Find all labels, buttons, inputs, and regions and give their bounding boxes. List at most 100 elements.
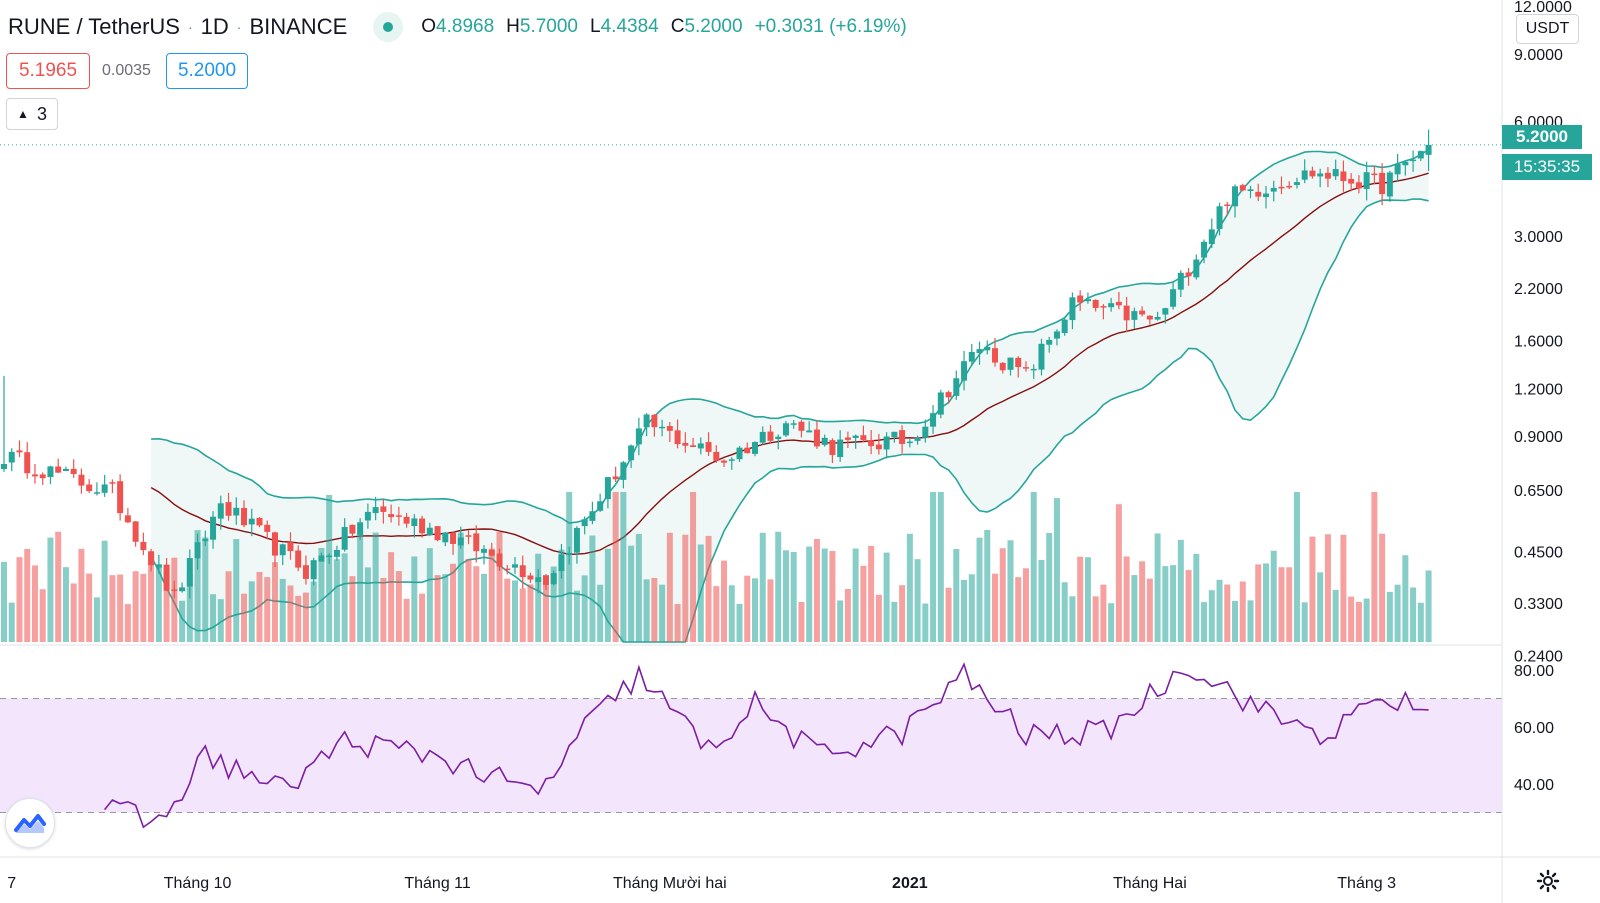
candle [202, 530, 209, 546]
volume-bar [759, 532, 766, 642]
volume-bar [674, 603, 681, 642]
volume-bar [124, 604, 131, 642]
volume-bar [194, 530, 201, 642]
price-scale-label: 12.0000 [1514, 0, 1572, 16]
sell-button[interactable]: 5.1965 [6, 53, 90, 89]
candle [186, 549, 193, 599]
candle [1232, 184, 1239, 218]
volume-bar [1131, 575, 1138, 642]
legend-separator: · [236, 19, 242, 35]
legend-separator: · [187, 19, 193, 35]
volume-bar [302, 592, 309, 642]
volume-bar [744, 575, 751, 642]
volume-bar [395, 571, 402, 642]
symbol-name[interactable]: RUNE / TetherUS [8, 14, 180, 39]
candle [1324, 167, 1331, 188]
volume-bar [713, 586, 720, 642]
volume-bar [914, 559, 921, 642]
volume-bar [504, 578, 511, 642]
candle [635, 417, 642, 456]
currency-unit-button[interactable]: USDT [1516, 14, 1579, 44]
open-value: 4.8968 [436, 16, 495, 37]
volume-bar [148, 552, 155, 642]
volume-bar [372, 532, 379, 642]
candle [225, 492, 232, 521]
candle [1286, 181, 1293, 190]
candle [953, 370, 960, 400]
volume-bar [426, 548, 433, 642]
candle [364, 503, 371, 529]
candle [1108, 297, 1115, 312]
volume-bar [519, 588, 526, 642]
close-label: C [670, 16, 685, 37]
volume-bar [1123, 556, 1130, 642]
candle [1, 375, 7, 472]
volume-bar [1185, 570, 1192, 642]
candle [1262, 186, 1269, 209]
gear-icon[interactable] [1533, 866, 1563, 896]
volume-bar [852, 548, 859, 642]
interval-label[interactable]: 1D [200, 14, 229, 39]
volume-bar [1425, 570, 1432, 642]
candle [1317, 168, 1324, 188]
volume-bar [434, 575, 441, 642]
volume-bar [1255, 564, 1262, 642]
candle [1131, 307, 1138, 329]
price-scale-label: 2.2000 [1514, 281, 1563, 298]
candle [968, 343, 975, 367]
market-status-icon[interactable] [373, 12, 404, 42]
volume-bar [581, 575, 588, 642]
candle [999, 362, 1006, 374]
volume-bar [1177, 539, 1184, 642]
volume-bar [411, 556, 418, 642]
candle [256, 517, 263, 528]
volume-bar [1077, 556, 1084, 642]
volume-bar [1100, 584, 1107, 642]
volume-bar [953, 549, 960, 642]
candle [1100, 304, 1107, 320]
volume-bar [1379, 533, 1386, 642]
volume-bar [86, 573, 93, 642]
candle [1022, 361, 1029, 372]
candle [984, 340, 991, 355]
volume-bar [1201, 602, 1208, 642]
candle [1247, 185, 1254, 199]
time-axis-label: Tháng 10 [164, 875, 232, 892]
candle [248, 508, 255, 537]
candle [612, 466, 619, 482]
volume-bar [179, 600, 186, 642]
buy-button[interactable]: 5.2000 [166, 53, 248, 89]
volume-bar [705, 535, 712, 642]
candle [705, 432, 712, 457]
volume-bar [481, 573, 488, 642]
volume-bar [1216, 579, 1223, 642]
candle [930, 405, 937, 434]
volume-bar [279, 578, 286, 642]
candle [24, 442, 31, 479]
candle [914, 435, 921, 445]
indicators-collapse-button[interactable]: ▲ 3 [6, 98, 58, 130]
candle [295, 545, 302, 572]
candle [891, 431, 898, 443]
candle [604, 476, 611, 509]
candle [1053, 329, 1060, 346]
volume-bar [1232, 601, 1239, 642]
rsi-scale-label: 80.00 [1514, 663, 1554, 680]
candle [1177, 270, 1184, 298]
volume-bar [806, 546, 813, 642]
volume-bar [155, 564, 162, 642]
candle [1193, 254, 1200, 280]
candle [488, 542, 495, 557]
candle [1092, 299, 1099, 312]
candle [47, 465, 54, 485]
candle [1239, 183, 1246, 192]
volume-bar [697, 544, 704, 642]
volume-bar [1247, 600, 1254, 642]
volume-bar [542, 582, 549, 642]
volume-bar [868, 545, 875, 642]
volume-bar [341, 553, 348, 642]
volume-bar [829, 550, 836, 642]
volume-bar [186, 573, 193, 642]
tradingview-logo-icon[interactable] [5, 798, 55, 848]
